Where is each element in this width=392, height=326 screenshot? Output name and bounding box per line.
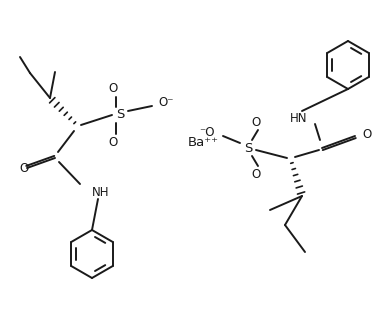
Text: O: O (108, 136, 118, 149)
Text: O: O (251, 115, 261, 128)
Text: NH: NH (92, 185, 109, 199)
Text: S: S (116, 109, 124, 122)
Text: O: O (19, 161, 29, 174)
Text: O⁻: O⁻ (158, 96, 174, 110)
Text: O: O (362, 127, 371, 141)
Text: Ba⁺⁺: Ba⁺⁺ (187, 137, 218, 150)
Text: O: O (108, 82, 118, 96)
Text: O: O (251, 168, 261, 181)
Text: S: S (244, 141, 252, 155)
Text: ⁻O: ⁻O (200, 126, 215, 139)
Text: HN: HN (290, 111, 307, 125)
